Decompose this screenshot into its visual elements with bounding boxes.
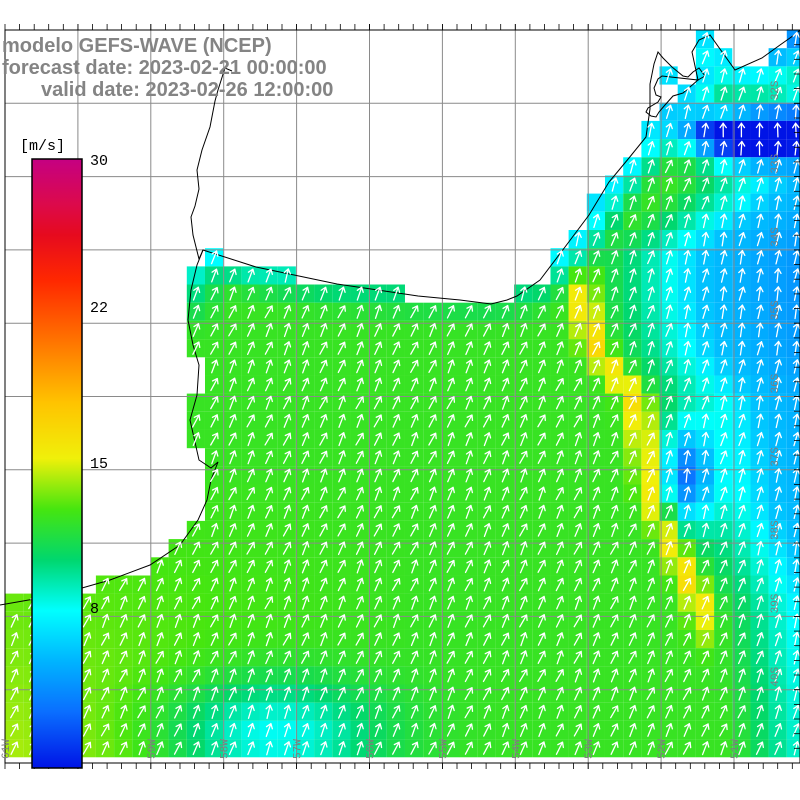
svg-text:56W: 56W bbox=[366, 739, 378, 759]
svg-text:modelo GEFS-WAVE (NCEP): modelo GEFS-WAVE (NCEP) bbox=[2, 35, 272, 57]
svg-text:37S: 37S bbox=[770, 447, 782, 467]
svg-text:22: 22 bbox=[90, 300, 108, 317]
svg-text:57W: 57W bbox=[293, 739, 305, 759]
svg-text:40S: 40S bbox=[770, 666, 782, 686]
svg-text:52W: 52W bbox=[657, 739, 669, 759]
svg-text:32S: 32S bbox=[770, 80, 782, 100]
svg-text:34S: 34S bbox=[770, 227, 782, 247]
svg-text:valid date: 2023-02-26 12:00:0: valid date: 2023-02-26 12:00:00 bbox=[41, 79, 333, 101]
svg-text:forecast date: 2023-02-21 00:0: forecast date: 2023-02-21 00:00:00 bbox=[2, 57, 327, 79]
svg-text:51W: 51W bbox=[730, 739, 742, 759]
svg-text:54W: 54W bbox=[511, 739, 523, 759]
svg-text:53W: 53W bbox=[584, 739, 596, 759]
svg-text:36S: 36S bbox=[770, 373, 782, 393]
svg-text:30: 30 bbox=[90, 153, 108, 170]
svg-text:8: 8 bbox=[90, 601, 99, 618]
svg-text:35S: 35S bbox=[770, 300, 782, 320]
svg-text:58W: 58W bbox=[220, 739, 232, 759]
svg-text:39S: 39S bbox=[770, 593, 782, 613]
svg-text:38S: 38S bbox=[770, 520, 782, 540]
svg-text:[m/s]: [m/s] bbox=[20, 138, 65, 155]
svg-text:33S: 33S bbox=[770, 153, 782, 173]
svg-text:59W: 59W bbox=[147, 739, 159, 759]
svg-text:15: 15 bbox=[90, 456, 108, 473]
svg-text:61W: 61W bbox=[1, 739, 13, 759]
svg-text:55W: 55W bbox=[438, 739, 450, 759]
